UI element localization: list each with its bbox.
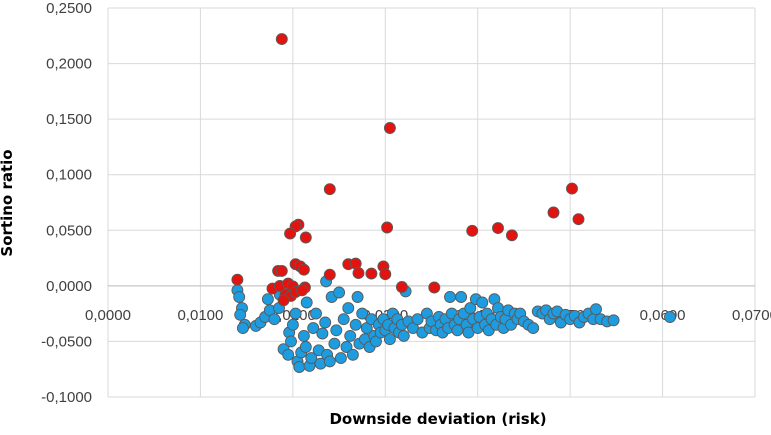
blue-point (297, 329, 310, 342)
blue-point (330, 324, 343, 337)
y-axis-ticks: -0,1000 -0,0500 0,0000 0,0500 0,1000 0,1500 0,… (41, 0, 92, 406)
blue-point (289, 307, 302, 320)
x-tick-label: 0,0600 (640, 307, 686, 324)
red-point (275, 33, 288, 46)
blue-point (455, 291, 468, 303)
blue-point (346, 348, 359, 361)
blue-point (307, 322, 320, 335)
blue-point (310, 307, 322, 320)
red-point (284, 227, 297, 240)
y-tick-label: -0,0500 (41, 333, 92, 350)
blue-point (261, 293, 274, 306)
x-tick-label: 0,0000 (85, 307, 131, 324)
red-point (352, 267, 365, 280)
red-point (275, 264, 288, 277)
x-tick-label: 0,0100 (177, 307, 223, 324)
blue-point (476, 296, 489, 309)
red-point (277, 294, 290, 307)
blue-point (328, 337, 341, 350)
y-tick-label: 0,1000 (46, 167, 92, 184)
blue-point (607, 314, 620, 327)
blue-point (286, 318, 299, 331)
red-point (547, 206, 560, 219)
blue-point (397, 329, 410, 342)
blue-point (664, 311, 676, 323)
x-axis-title: Downside deviation (risk) (329, 410, 546, 428)
grid (107, 7, 756, 398)
blue-point (527, 322, 540, 335)
red-point (323, 268, 336, 281)
blue-point (300, 296, 313, 309)
blue-point (344, 329, 357, 342)
blue-point (383, 333, 396, 346)
red-point (395, 281, 408, 293)
red-point (379, 268, 392, 281)
blue-point (351, 291, 364, 303)
blue-point (236, 322, 249, 335)
blue-point (233, 291, 246, 303)
red-point (428, 281, 441, 294)
red-point (492, 222, 504, 235)
y-tick-label: 0,1500 (46, 111, 92, 128)
red-point (572, 213, 585, 226)
blue-point (340, 341, 353, 353)
blue-point (305, 352, 318, 365)
red-point (566, 182, 578, 195)
red-point (383, 122, 396, 134)
blue-point (334, 352, 347, 365)
blue-point (590, 303, 602, 316)
red-point (299, 231, 312, 244)
y-tick-label: 0,0500 (46, 222, 92, 239)
red-point (505, 229, 518, 242)
y-tick-label: 0,0000 (46, 278, 92, 295)
blue-point (234, 308, 247, 321)
blue-point (464, 302, 477, 315)
y-tick-label: 0,2000 (46, 56, 92, 73)
blue-point (349, 318, 362, 331)
red-point (381, 221, 394, 234)
blue-point (299, 341, 312, 353)
x-tick-label: 0,0700 (732, 307, 771, 324)
blue-point (323, 355, 336, 368)
red-point (365, 267, 378, 280)
blue-point (333, 286, 346, 299)
blue-point (337, 313, 350, 326)
data-points (231, 33, 676, 373)
red-point (231, 273, 244, 286)
red-point (323, 183, 336, 196)
blue-point (444, 291, 456, 303)
blue-point (285, 335, 297, 348)
y-tick-label: -0,1000 (41, 389, 92, 406)
blue-point (411, 313, 424, 326)
blue-point (319, 316, 332, 329)
red-point (297, 263, 310, 276)
red-point (296, 284, 309, 297)
y-axis-title: Sortino ratio (0, 149, 16, 256)
y-tick-label: 0,2500 (46, 0, 92, 17)
blue-point (268, 313, 281, 326)
blue-point (282, 348, 295, 361)
blue-point (293, 361, 306, 373)
red-point (466, 224, 479, 237)
blue-point (316, 327, 329, 340)
blue-point (356, 307, 369, 320)
blue-point (342, 302, 355, 315)
